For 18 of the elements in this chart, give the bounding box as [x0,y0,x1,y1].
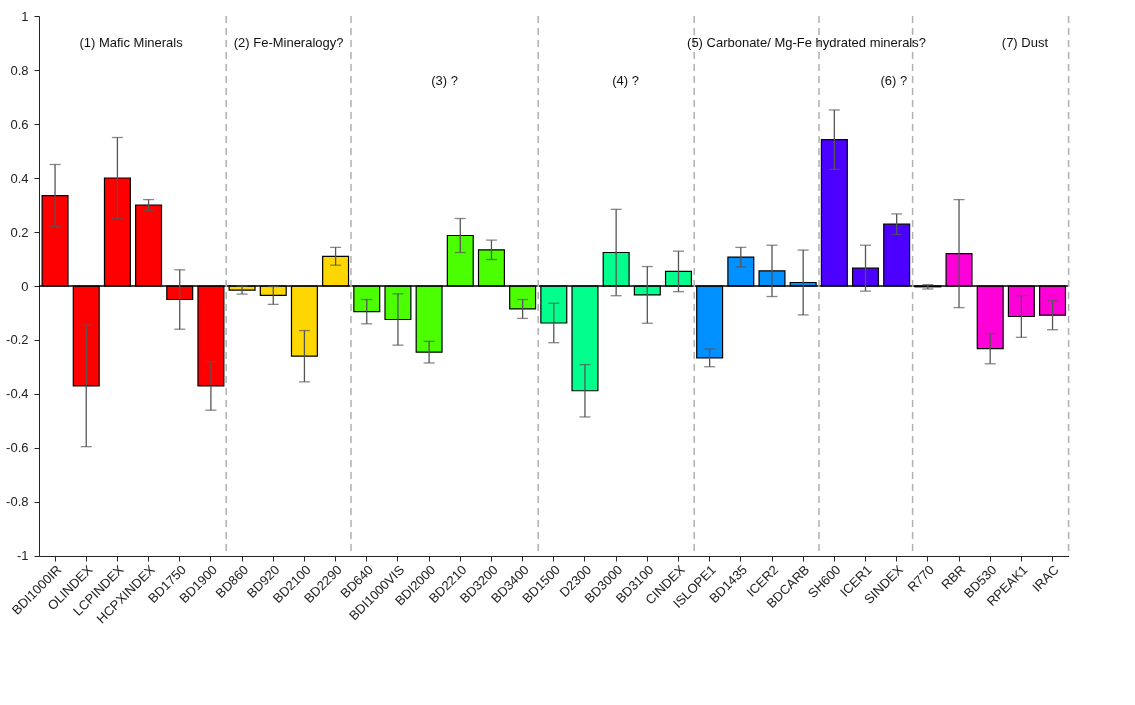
y-tick-label: -1 [16,548,29,564]
annotation: (5) Carbonate/ Mg-Fe hydrated minerals? [687,35,926,50]
y-tick-label: 0 [21,278,29,294]
y-tick-label: 0.4 [10,170,29,186]
y-tick-label: -0.4 [6,386,29,402]
y-tick-label: 0.6 [10,116,29,132]
annotation: (7) Dust [1001,35,1049,50]
y-tick-label: 1 [21,8,29,24]
y-tick-label: -0.2 [6,332,29,348]
annotation: (1) Mafic Minerals [79,35,184,50]
annotation: (4) ? [612,72,639,88]
y-tick-label: -0.8 [6,494,29,510]
y-tick-label: 0.2 [10,224,29,240]
y-tick-label: -0.6 [6,440,29,456]
annotation: (6) ? [880,72,908,88]
y-tick-label: 0.8 [10,62,29,78]
annotation: (3) ? [431,72,458,88]
annotation: (2) Fe-Mineralogy? [233,35,344,50]
